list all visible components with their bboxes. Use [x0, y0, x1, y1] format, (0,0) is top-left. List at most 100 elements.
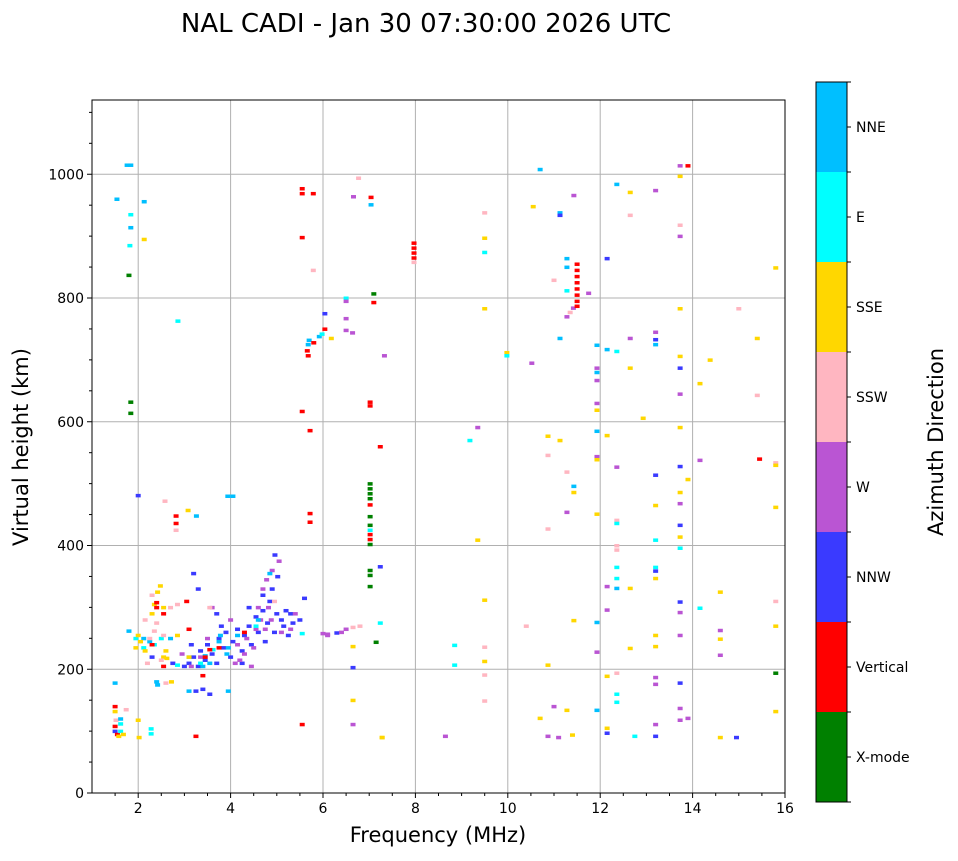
data-point-vertical	[307, 511, 313, 516]
data-point-sse	[164, 656, 170, 661]
data-point-w	[677, 610, 683, 615]
data-point-nnw	[235, 627, 241, 632]
data-point-sse	[677, 307, 683, 311]
data-point-x-mode	[367, 492, 373, 496]
data-point-w	[268, 618, 274, 622]
data-point-e	[653, 538, 659, 542]
data-point-nnw	[246, 624, 252, 628]
data-point-vertical	[574, 299, 580, 304]
data-point-sse	[717, 637, 723, 641]
x-tick-label: 12	[591, 801, 609, 817]
data-point-ssw	[736, 307, 742, 311]
data-point-nne	[224, 652, 230, 656]
data-point-nnw	[195, 587, 201, 591]
data-point-sse	[627, 190, 633, 195]
data-point-nne	[653, 342, 659, 347]
data-point-x-mode	[367, 542, 373, 547]
data-point-nnw	[265, 621, 271, 625]
data-point-w	[237, 658, 243, 662]
data-point-sse	[653, 644, 659, 649]
data-point-vertical	[161, 612, 167, 616]
data-point-sse	[112, 709, 118, 714]
data-point-sse	[161, 605, 167, 610]
data-point-w	[653, 675, 659, 680]
plot-frame	[91, 99, 786, 794]
data-point-x-mode	[367, 514, 373, 519]
data-point-w	[556, 735, 562, 740]
data-point-ssw	[142, 618, 148, 622]
data-point-sse	[653, 576, 659, 581]
data-point-x-mode	[128, 411, 134, 416]
data-point-sse	[653, 633, 659, 638]
colorbar-swatch-vertical	[816, 622, 847, 712]
data-point-ssw	[482, 699, 488, 703]
data-point-vertical	[685, 164, 691, 168]
data-point-sse	[186, 655, 192, 659]
x-tick-label: 4	[226, 801, 235, 817]
data-point-w	[717, 653, 723, 658]
data-point-nnw	[677, 600, 683, 604]
data-point-nnw	[188, 643, 194, 647]
data-point-ssw	[567, 310, 573, 315]
data-point-nnw	[205, 643, 210, 647]
data-point-ssw	[147, 636, 153, 641]
data-point-x-mode	[367, 496, 373, 501]
data-point-sse	[482, 236, 488, 240]
data-point-nnw	[281, 624, 287, 628]
data-point-nne	[594, 370, 600, 375]
data-point-w	[677, 718, 683, 722]
data-point-e	[377, 621, 383, 625]
data-point-ssw	[271, 599, 277, 604]
data-point-nne	[305, 342, 311, 347]
data-point-sse	[135, 633, 141, 638]
data-point-sse	[482, 659, 488, 664]
data-point-nnw	[198, 649, 204, 653]
y-tick-label: 400	[57, 539, 84, 555]
data-point-w	[288, 627, 294, 632]
data-point-vertical	[310, 191, 316, 196]
data-point-w	[653, 722, 659, 727]
data-point-w	[343, 316, 349, 321]
data-point-nnw	[246, 605, 252, 610]
data-point-nne	[557, 211, 563, 215]
data-point-sse	[530, 204, 536, 209]
data-point-nnw	[170, 661, 176, 666]
data-point-nnw	[216, 636, 222, 641]
data-point-nnw	[653, 337, 659, 342]
data-point-w	[381, 354, 387, 358]
x-axis-label: Frequency (MHz)	[350, 823, 526, 847]
data-point-sse	[717, 590, 723, 594]
data-point-nnw	[186, 661, 192, 666]
data-point-vertical	[574, 274, 580, 279]
data-point-w	[677, 392, 683, 396]
colorbar-label-nne: NNE	[856, 120, 886, 136]
data-point-sse	[350, 644, 356, 649]
data-point-sse	[773, 709, 779, 714]
data-point-w	[571, 193, 577, 198]
data-point-w	[262, 627, 268, 632]
data-point-ssw	[151, 629, 157, 633]
data-point-w	[594, 378, 600, 383]
data-point-sse	[604, 726, 610, 731]
colorbar-label: Azimuth Direction	[924, 348, 948, 536]
x-axis: 2 4 6 8 10 12 14 16	[114, 793, 794, 817]
data-point-vertical	[112, 724, 118, 729]
data-point-nne	[200, 664, 206, 669]
data-point-sse	[677, 425, 683, 430]
data-point-sse	[482, 598, 488, 602]
data-point-w	[604, 608, 610, 612]
x-tick-label: 6	[319, 801, 328, 817]
data-point-w	[320, 631, 326, 636]
data-point-w	[717, 628, 723, 633]
data-point-e	[614, 700, 620, 705]
data-point-vertical	[574, 262, 580, 266]
data-point-e	[210, 647, 216, 652]
data-point-e	[467, 438, 473, 443]
data-point-vertical	[367, 404, 373, 408]
data-point-sse	[677, 174, 683, 179]
data-point-ssw	[773, 461, 779, 465]
data-point-sse	[773, 505, 779, 510]
data-point-nnw	[239, 649, 245, 653]
data-point-nnw	[191, 655, 197, 659]
data-point-sse	[653, 503, 659, 508]
